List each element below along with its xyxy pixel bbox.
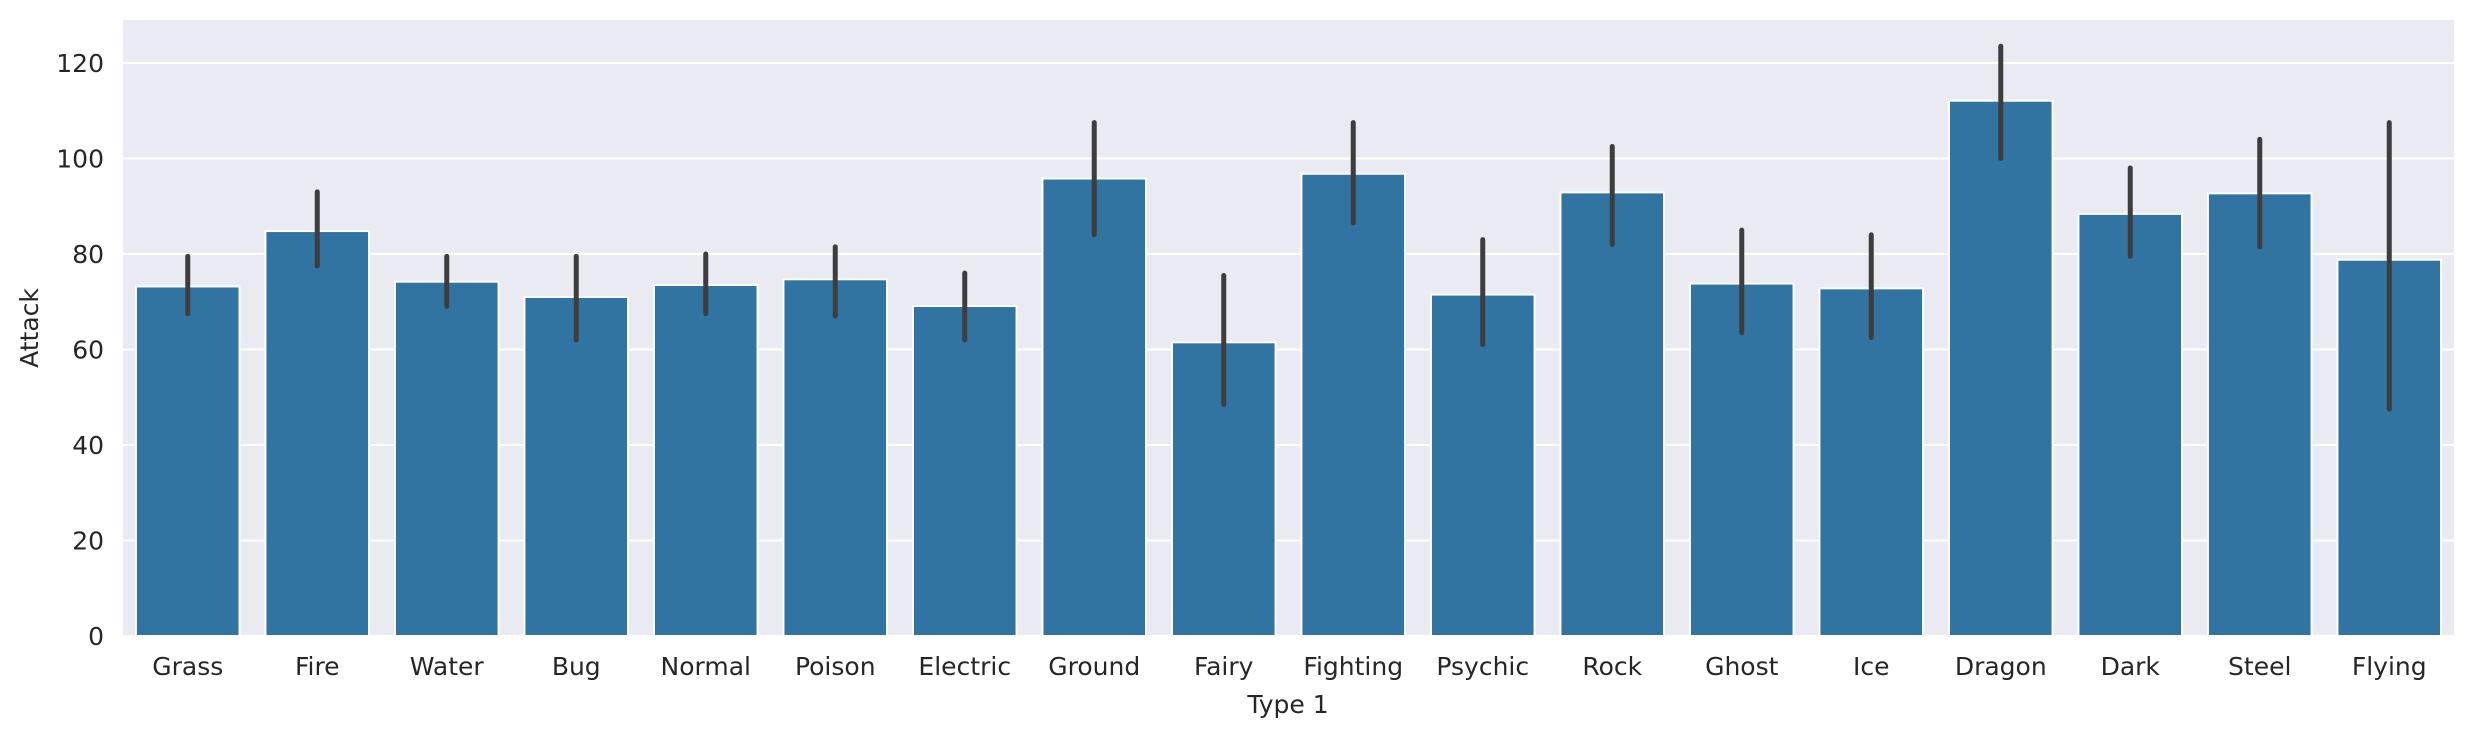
error-bars — [185, 43, 2392, 412]
bar-electric — [911, 305, 1018, 637]
x-tick-label: Electric — [918, 652, 1011, 681]
bar-grass — [134, 285, 241, 637]
bar-poison — [782, 278, 889, 637]
y-tick-label: 120 — [56, 49, 104, 78]
x-tick-label: Grass — [152, 652, 223, 681]
y-tick-label: 60 — [72, 335, 104, 364]
bar-psychic — [1429, 293, 1536, 637]
x-tick-label: Ground — [1048, 652, 1140, 681]
gridlines — [123, 61, 2454, 637]
bar-ground — [1041, 177, 1148, 637]
x-axis-label: Type 1 — [1246, 690, 1328, 719]
x-tick-label: Ice — [1853, 652, 1890, 681]
bar-dark — [2077, 212, 2184, 637]
bar-fire — [264, 230, 371, 637]
bar-ice — [1818, 287, 1925, 637]
x-tick-label: Ghost — [1705, 652, 1779, 681]
y-tick-label: 40 — [72, 431, 104, 460]
x-tick-label: Fairy — [1194, 652, 1254, 681]
bar-bug — [523, 295, 630, 637]
x-tick-label: Bug — [552, 652, 601, 681]
y-tick-labels: 0 20 40 60 80 100 120 — [56, 49, 104, 651]
y-tick-label: 100 — [56, 144, 104, 173]
bar-water — [393, 280, 500, 637]
y-tick-label: 20 — [72, 526, 104, 555]
x-tick-label: Poison — [795, 652, 876, 681]
bar-normal — [652, 284, 759, 637]
plot-area — [123, 20, 2454, 636]
x-tick-label: Water — [410, 652, 485, 681]
y-tick-label: 80 — [72, 240, 104, 269]
x-tick-label: Steel — [2228, 652, 2291, 681]
bar-dragon — [1947, 99, 2054, 637]
y-tick-label: 0 — [88, 622, 104, 651]
bar-ghost — [1688, 282, 1795, 637]
y-axis-label: Attack — [15, 288, 44, 368]
x-tick-label: Dragon — [1955, 652, 2047, 681]
x-tick-label: Fighting — [1303, 652, 1403, 681]
bars — [134, 99, 2443, 638]
x-tick-labels: Grass Fire Water Bug Normal Poison Electric Gro… — [152, 652, 2426, 681]
bar-steel — [2206, 192, 2313, 637]
bar-fighting — [1300, 172, 1407, 638]
x-tick-label: Flying — [2352, 652, 2427, 681]
bar-rock — [1559, 191, 1666, 637]
x-tick-label: Psychic — [1436, 652, 1529, 681]
x-tick-label: Dark — [2101, 652, 2161, 681]
x-tick-label: Normal — [661, 652, 751, 681]
x-tick-label: Rock — [1582, 652, 1642, 681]
x-tick-label: Fire — [295, 652, 340, 681]
